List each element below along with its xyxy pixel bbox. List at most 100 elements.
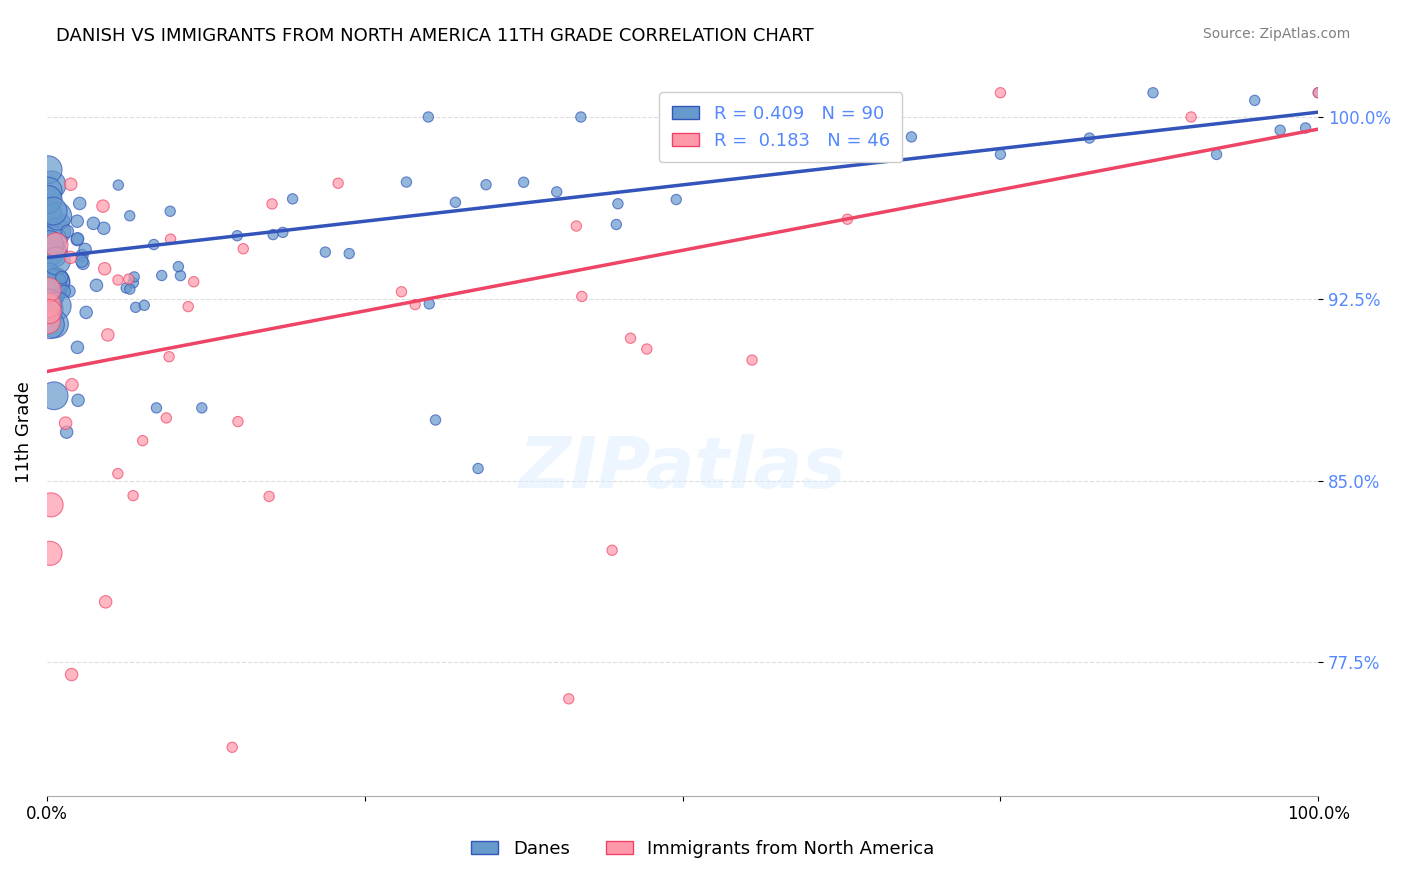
Danes bbox=[1078, 131, 1101, 145]
Danes bbox=[46, 209, 69, 223]
Danes bbox=[1308, 86, 1330, 100]
Danes bbox=[45, 275, 67, 289]
Immigrants from North America bbox=[404, 297, 426, 311]
Y-axis label: 11th Grade: 11th Grade bbox=[15, 381, 32, 483]
Immigrants from North America bbox=[37, 315, 59, 329]
Immigrants from North America bbox=[326, 176, 349, 190]
Danes bbox=[1205, 147, 1227, 161]
Danes bbox=[45, 254, 67, 268]
Danes bbox=[49, 279, 72, 293]
Danes bbox=[150, 268, 173, 283]
Danes bbox=[42, 233, 65, 247]
Danes bbox=[122, 276, 145, 290]
Danes bbox=[418, 110, 440, 124]
Immigrants from North America bbox=[262, 197, 284, 211]
Danes bbox=[44, 317, 66, 331]
Danes bbox=[45, 225, 67, 239]
Immigrants from North America bbox=[571, 289, 593, 303]
Danes bbox=[66, 340, 89, 354]
Danes bbox=[467, 461, 489, 475]
Immigrants from North America bbox=[221, 740, 243, 755]
Danes bbox=[39, 286, 62, 301]
Danes bbox=[37, 208, 59, 222]
Danes bbox=[82, 216, 104, 230]
Danes bbox=[115, 281, 138, 295]
Immigrants from North America bbox=[118, 272, 141, 286]
Danes bbox=[605, 218, 627, 232]
Danes bbox=[134, 298, 156, 312]
Danes bbox=[93, 221, 115, 235]
Danes bbox=[45, 275, 67, 289]
Danes bbox=[66, 214, 89, 228]
Immigrants from North America bbox=[226, 415, 249, 429]
Legend: R = 0.409   N = 90, R =  0.183   N = 46: R = 0.409 N = 90, R = 0.183 N = 46 bbox=[659, 92, 903, 162]
Immigrants from North America bbox=[391, 285, 413, 299]
Danes bbox=[38, 237, 60, 252]
Danes bbox=[39, 318, 62, 332]
Danes bbox=[75, 243, 97, 257]
Danes bbox=[167, 260, 190, 274]
Danes bbox=[314, 245, 336, 260]
Danes bbox=[118, 209, 141, 223]
Immigrants from North America bbox=[107, 467, 129, 481]
Danes bbox=[66, 233, 89, 247]
Danes bbox=[1243, 94, 1265, 108]
Text: DANISH VS IMMIGRANTS FROM NORTH AMERICA 11TH GRADE CORRELATION CHART: DANISH VS IMMIGRANTS FROM NORTH AMERICA … bbox=[56, 27, 814, 45]
Immigrants from North America bbox=[619, 331, 641, 345]
Danes bbox=[665, 193, 688, 207]
Immigrants from North America bbox=[1308, 86, 1330, 100]
Danes bbox=[37, 184, 59, 198]
Danes bbox=[159, 204, 181, 219]
Immigrants from North America bbox=[94, 595, 117, 609]
Danes bbox=[226, 228, 249, 243]
Immigrants from North America bbox=[93, 261, 115, 276]
Immigrants from North America bbox=[39, 546, 62, 560]
Danes bbox=[990, 147, 1012, 161]
Danes bbox=[53, 285, 76, 299]
Danes bbox=[1295, 120, 1317, 135]
Danes bbox=[271, 226, 294, 240]
Danes bbox=[512, 175, 534, 189]
Danes bbox=[69, 196, 91, 211]
Danes bbox=[55, 425, 77, 439]
Danes bbox=[824, 133, 846, 147]
Danes bbox=[37, 295, 59, 310]
Danes bbox=[107, 178, 129, 192]
Danes bbox=[569, 110, 592, 124]
Immigrants from North America bbox=[786, 137, 808, 152]
Danes bbox=[281, 192, 304, 206]
Danes bbox=[37, 269, 59, 284]
Danes bbox=[124, 301, 146, 315]
Danes bbox=[75, 305, 97, 319]
Immigrants from North America bbox=[97, 327, 120, 342]
Danes bbox=[1268, 123, 1291, 137]
Immigrants from North America bbox=[45, 238, 67, 252]
Danes bbox=[86, 278, 108, 293]
Danes bbox=[42, 204, 65, 219]
Danes bbox=[58, 284, 80, 298]
Immigrants from North America bbox=[232, 242, 254, 256]
Danes bbox=[395, 175, 418, 189]
Danes bbox=[42, 389, 65, 403]
Immigrants from North America bbox=[1180, 110, 1202, 124]
Danes bbox=[900, 129, 922, 144]
Immigrants from North America bbox=[600, 543, 623, 558]
Immigrants from North America bbox=[39, 498, 62, 512]
Danes bbox=[606, 196, 628, 211]
Immigrants from North America bbox=[159, 232, 181, 246]
Danes bbox=[118, 282, 141, 296]
Immigrants from North America bbox=[837, 212, 859, 227]
Immigrants from North America bbox=[55, 416, 77, 430]
Immigrants from North America bbox=[741, 353, 763, 368]
Danes bbox=[142, 237, 165, 252]
Danes bbox=[51, 270, 73, 285]
Danes bbox=[41, 276, 63, 290]
Danes bbox=[37, 162, 59, 177]
Immigrants from North America bbox=[990, 86, 1012, 100]
Danes bbox=[37, 193, 59, 207]
Danes bbox=[337, 246, 360, 260]
Danes bbox=[546, 185, 568, 199]
Immigrants from North America bbox=[60, 667, 83, 681]
Immigrants from North America bbox=[91, 199, 114, 213]
Danes bbox=[444, 195, 467, 210]
